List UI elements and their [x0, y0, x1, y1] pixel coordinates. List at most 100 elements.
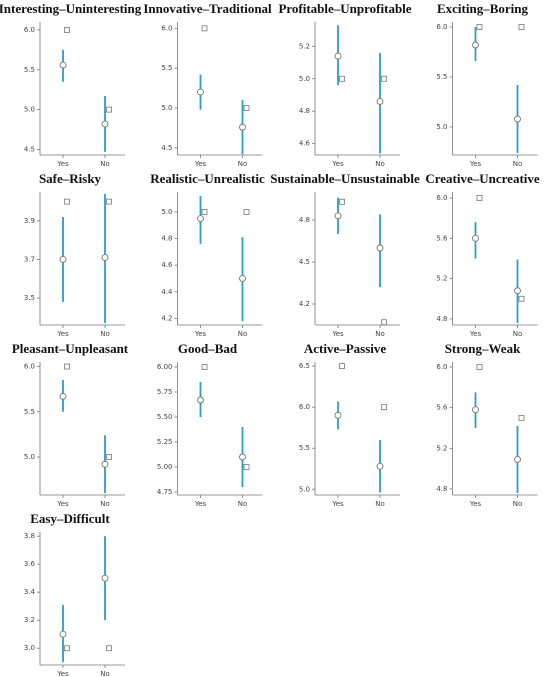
- x-tick-label: No: [238, 160, 248, 168]
- y-tick-label: 4.8: [299, 107, 310, 115]
- y-tick-label: 4.5: [24, 145, 35, 153]
- panel-title: Sustainable–Unsustainable: [270, 171, 420, 186]
- y-tick-label: 5.6: [436, 404, 448, 412]
- y-tick-label: 5.0: [436, 123, 447, 131]
- x-tick-label: No: [513, 160, 523, 168]
- mean-point: [239, 123, 246, 131]
- y-tick-label: 5.6: [436, 234, 448, 242]
- marker-square: [106, 106, 112, 113]
- y-tick-label: 4.5: [299, 258, 310, 266]
- mean-point: [472, 234, 479, 242]
- mean-point: [101, 254, 109, 261]
- mean-point: [472, 41, 479, 49]
- marker-square: [106, 198, 112, 205]
- mean-point: [197, 215, 204, 223]
- y-tick-label: 4.4: [161, 288, 173, 296]
- y-tick-label: 3.7: [24, 255, 35, 263]
- x-tick-label: No: [100, 500, 110, 508]
- mean-point: [514, 287, 521, 295]
- y-tick-label: 5.5: [24, 408, 35, 416]
- mean-point: [376, 462, 384, 470]
- x-tick-label: Yes: [56, 670, 69, 677]
- y-tick-label: 6.5: [299, 362, 310, 370]
- y-tick-label: 4.8: [436, 315, 447, 323]
- x-tick-label: Yes: [469, 330, 482, 338]
- marker-square: [106, 645, 112, 652]
- mean-point: [59, 256, 67, 263]
- marker-square: [339, 75, 345, 82]
- y-tick-label: 4.8: [299, 216, 310, 224]
- mean-point: [197, 88, 204, 96]
- y-tick-label: 5.5: [24, 66, 35, 74]
- x-tick-label: Yes: [469, 160, 482, 168]
- y-tick-label: 5.75: [157, 388, 173, 396]
- y-tick-label: 6.0: [24, 26, 35, 34]
- y-tick-label: 4.6: [299, 140, 311, 148]
- panel-title: Realistic–Unrealistic: [150, 171, 265, 186]
- y-tick-label: 3.0: [24, 644, 35, 652]
- y-tick-label: 3.5: [24, 294, 35, 302]
- y-tick-label: 3.9: [24, 217, 35, 225]
- x-tick-label: No: [375, 500, 385, 508]
- mean-point: [59, 61, 67, 69]
- y-tick-label: 6.00: [157, 363, 173, 371]
- x-tick-label: Yes: [194, 160, 207, 168]
- y-tick-label: 6.0: [436, 194, 447, 202]
- mean-point: [59, 630, 67, 638]
- x-tick-label: No: [375, 160, 385, 168]
- y-tick-label: 4.5: [161, 144, 172, 152]
- marker-square: [381, 75, 387, 82]
- y-tick-label: 5.2: [436, 444, 447, 452]
- x-tick-label: Yes: [469, 500, 482, 508]
- x-tick-label: No: [100, 670, 110, 677]
- y-tick-label: 5.0: [161, 104, 172, 112]
- y-tick-label: 5.5: [299, 444, 310, 452]
- x-tick-label: Yes: [56, 160, 69, 168]
- x-tick-label: Yes: [56, 330, 69, 338]
- mean-point: [376, 98, 384, 105]
- marker-square: [339, 363, 345, 370]
- marker-square: [381, 404, 387, 411]
- y-tick-label: 3.4: [24, 588, 36, 596]
- panel-title: Easy–Difficult: [30, 511, 110, 526]
- mean-point: [376, 244, 384, 252]
- y-tick-label: 5.0: [24, 106, 35, 114]
- y-tick-label: 5.5: [436, 73, 447, 81]
- y-tick-label: 3.2: [24, 616, 35, 624]
- marker-square: [243, 209, 250, 215]
- x-tick-label: No: [375, 330, 385, 338]
- y-tick-label: 4.8: [161, 235, 172, 243]
- panel-title: Profitable–Unprofitable: [278, 1, 411, 16]
- x-tick-label: Yes: [331, 330, 344, 338]
- y-tick-label: 5.50: [157, 413, 173, 421]
- panel-title: Creative–Uncreative: [425, 171, 540, 186]
- panel-title: Interesting–Uninteresting: [0, 1, 142, 16]
- mean-point: [239, 453, 246, 461]
- marker-square: [201, 25, 208, 32]
- y-tick-label: 4.2: [161, 314, 172, 322]
- marker-square: [243, 105, 250, 111]
- y-tick-label: 5.00: [157, 463, 173, 471]
- panel-title: Active–Passive: [304, 341, 387, 356]
- mean-point: [334, 212, 342, 220]
- marker-square: [64, 645, 70, 652]
- mean-point: [334, 411, 342, 419]
- x-tick-label: No: [100, 330, 110, 338]
- mean-point: [197, 396, 204, 404]
- panel-title: Safe–Risky: [39, 171, 102, 186]
- x-tick-label: No: [238, 500, 248, 508]
- y-tick-label: 5.25: [157, 438, 173, 446]
- marker-square: [64, 198, 70, 205]
- y-tick-label: 4.2: [299, 300, 310, 308]
- marker-square: [476, 24, 483, 30]
- panel-title: Exciting–Boring: [437, 1, 529, 16]
- x-tick-label: Yes: [331, 500, 344, 508]
- y-tick-label: 5.2: [299, 42, 310, 50]
- marker-square: [106, 454, 112, 460]
- panel-title: Pleasant–Unpleasant: [12, 341, 129, 356]
- marker-square: [64, 363, 70, 370]
- marker-square: [476, 195, 483, 201]
- mean-point: [334, 52, 342, 60]
- y-tick-label: 5.0: [299, 485, 310, 493]
- x-tick-label: Yes: [331, 160, 344, 168]
